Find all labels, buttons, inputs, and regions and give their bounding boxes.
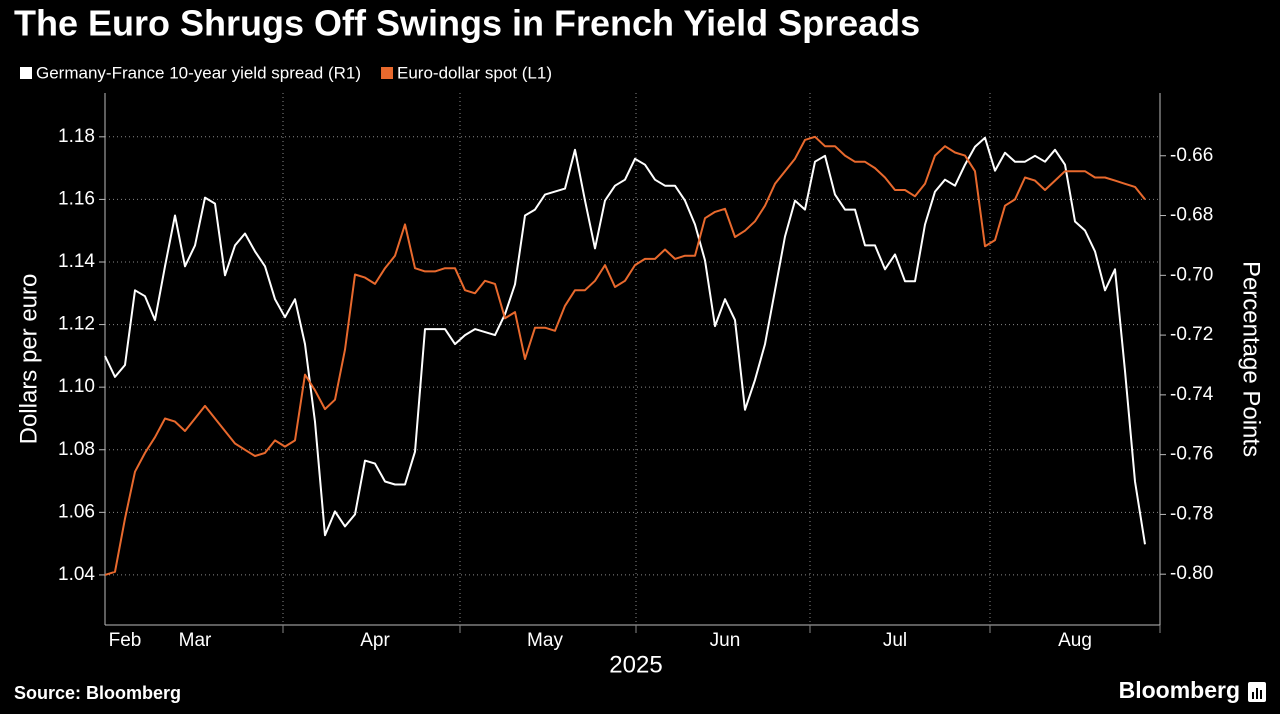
y2-tick-label: -0.68 (1170, 205, 1213, 226)
y2-tick-label: -0.74 (1170, 384, 1214, 405)
x-separators (282, 93, 1161, 633)
y-tick-label: 1.08 (58, 439, 95, 460)
brand-icon-bar (1252, 692, 1254, 699)
y-tick-label: 1.04 (58, 564, 95, 585)
y2-tick-label: -0.76 (1170, 444, 1213, 465)
y-tick-label: 1.12 (58, 314, 95, 335)
frame (104, 93, 1161, 626)
legend-label: Germany-France 10-year yield spread (R1) (36, 63, 361, 82)
chart-title: The Euro Shrugs Off Swings in French Yie… (14, 3, 920, 44)
legend-swatch (381, 67, 394, 79)
y-tick-label: 1.06 (58, 501, 95, 522)
y-axis-title: Dollars per euro (15, 274, 42, 445)
y2-axis-title: Percentage Points (1238, 261, 1265, 457)
y2-tick-label: -0.78 (1170, 503, 1213, 524)
source: Source: Bloomberg (14, 683, 181, 703)
x-tick-label: Mar (179, 630, 212, 651)
x-axis-title: 2025 (609, 651, 662, 678)
brand-icon-bar (1260, 690, 1262, 699)
y2-tick-label: -0.66 (1170, 145, 1213, 166)
y-tick-label: 1.10 (58, 376, 95, 397)
brand-icon-bar (1256, 688, 1258, 699)
y-tick-label: 1.14 (58, 251, 95, 272)
y2-tick-label: -0.80 (1170, 563, 1213, 584)
line-series (104, 136, 1146, 545)
x-tick-label: Apr (360, 630, 390, 651)
x-tick-label: Feb (109, 630, 142, 651)
x-tick-label: May (527, 630, 563, 651)
legend-label: Euro-dollar spot (L1) (397, 63, 552, 82)
y-tick-label: 1.16 (58, 188, 95, 209)
x-tick-label: Aug (1058, 630, 1092, 651)
y-tick-label: 1.18 (58, 126, 95, 147)
legend-swatch (20, 67, 32, 79)
line-series (104, 135, 1146, 576)
y2-tick-label: -0.70 (1170, 264, 1213, 285)
brand: Bloomberg (1119, 677, 1240, 703)
brand-icon (1248, 682, 1266, 702)
y2-tick-label: -0.72 (1170, 324, 1213, 345)
x-tick-label: Jun (710, 630, 741, 651)
x-tick-label: Jul (883, 630, 907, 651)
